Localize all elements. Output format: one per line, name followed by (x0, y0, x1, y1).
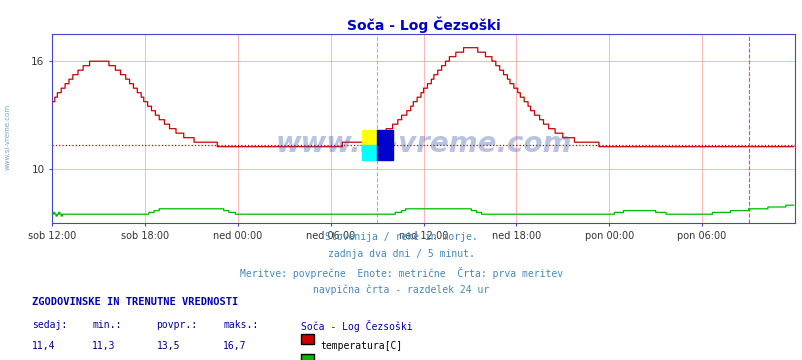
Text: temperatura[C]: temperatura[C] (320, 341, 402, 351)
Bar (377, 130, 392, 160)
Bar (361, 145, 377, 160)
Text: www.si-vreme.com: www.si-vreme.com (5, 104, 11, 170)
Text: navpična črta - razdelek 24 ur: navpična črta - razdelek 24 ur (313, 284, 489, 294)
Text: sedaj:: sedaj: (32, 320, 67, 330)
Text: www.si-vreme.com: www.si-vreme.com (275, 130, 571, 158)
Text: ZGODOVINSKE IN TRENUTNE VREDNOSTI: ZGODOVINSKE IN TRENUTNE VREDNOSTI (32, 297, 238, 307)
Text: min.:: min.: (92, 320, 122, 330)
Text: povpr.:: povpr.: (156, 320, 197, 330)
Text: Soča - Log Čezsoški: Soča - Log Čezsoški (301, 320, 412, 332)
Bar (361, 130, 377, 145)
Text: 16,7: 16,7 (223, 341, 246, 351)
Text: 11,4: 11,4 (32, 341, 55, 351)
Text: maks.:: maks.: (223, 320, 258, 330)
Title: Soča - Log Čezsoški: Soča - Log Čezsoški (346, 17, 500, 33)
Text: Slovenija / reke in morje.: Slovenija / reke in morje. (325, 232, 477, 242)
Text: Meritve: povprečne  Enote: metrične  Črta: prva meritev: Meritve: povprečne Enote: metrične Črta:… (240, 267, 562, 279)
Text: 13,5: 13,5 (156, 341, 180, 351)
Text: zadnja dva dni / 5 minut.: zadnja dva dni / 5 minut. (328, 249, 474, 260)
Text: 11,3: 11,3 (92, 341, 115, 351)
